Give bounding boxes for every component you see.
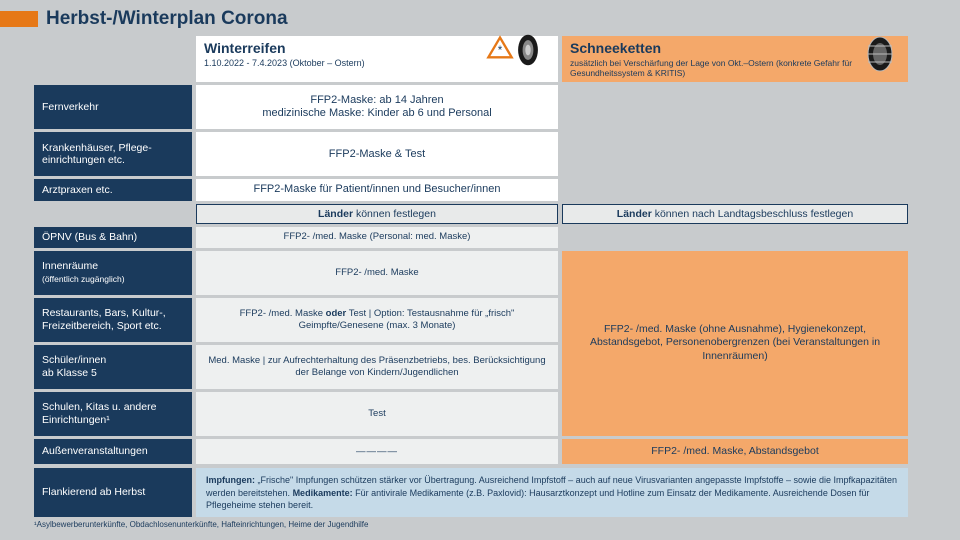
- page-title: Herbst-/Winterplan Corona: [46, 8, 288, 30]
- label-schulen: Schulen, Kitas u. andere Einrichtungen¹: [34, 392, 192, 436]
- cell-aussen: ————: [196, 439, 558, 465]
- flank-row: Flankierend ab Herbst Impfungen: „Frisch…: [34, 468, 944, 516]
- label-fernverkehr: Fernverkehr: [34, 85, 192, 129]
- label-innen: Innenräume(öffentlich zugänglich): [34, 251, 192, 295]
- cell-innen: FFP2- /med. Maske: [196, 251, 558, 295]
- chain-tire-icon: [860, 34, 900, 74]
- header-schnee-title: Schneeketten: [570, 40, 900, 56]
- title-accent: [0, 11, 38, 27]
- tire-icon: [510, 32, 546, 68]
- cell-schnee-block: FFP2- /med. Maske (ohne Ausnahme), Hygie…: [562, 251, 908, 436]
- label-schuler: Schüler/innen ab Klasse 5: [34, 345, 192, 389]
- header-winterreifen: Winterreifen 1.10.2022 - 7.4.2023 (Oktob…: [196, 36, 558, 82]
- cell-schulen: Test: [196, 392, 558, 436]
- label-flank: Flankierend ab Herbst: [34, 468, 192, 516]
- header-schnee-sub: zusätzlich bei Verschärfung der Lage von…: [570, 58, 900, 78]
- cell-fernverkehr: FFP2-Maske: ab 14 Jahren medizinische Ma…: [196, 85, 558, 129]
- subheader-schnee: Länder können nach Landtagsbeschluss fes…: [562, 204, 908, 224]
- label-rest: Restaurants, Bars, Kultur-, Freizeitbere…: [34, 298, 192, 342]
- cell-kranken: FFP2-Maske & Test: [196, 132, 558, 176]
- label-opnv: ÖPNV (Bus & Bahn): [34, 227, 192, 248]
- subheader-winter: Länder können festlegen: [196, 204, 558, 224]
- label-kranken: Krankenhäuser, Pflege-einrichtungen etc.: [34, 132, 192, 176]
- cell-schnee-aussen: FFP2- /med. Maske, Abstandsgebot: [562, 439, 908, 465]
- header-schneeketten: Schneeketten zusätzlich bei Verschärfung…: [562, 36, 908, 82]
- main-grid: Winterreifen 1.10.2022 - 7.4.2023 (Oktob…: [34, 36, 944, 464]
- page: Herbst-/Winterplan Corona Winterreifen 1…: [0, 0, 960, 535]
- cell-opnv: FFP2- /med. Maske (Personal: med. Maske): [196, 227, 558, 248]
- cell-flank: Impfungen: „Frische" Impfungen schützen …: [196, 468, 908, 516]
- svg-text:*: *: [498, 44, 503, 57]
- label-aussen: Außenveranstaltungen: [34, 439, 192, 465]
- cell-rest: FFP2- /med. Maske oder Test | Option: Te…: [196, 298, 558, 342]
- cell-arzt: FFP2-Maske für Patient/innen und Besuche…: [196, 179, 558, 201]
- cell-schuler: Med. Maske | zur Aufrechterhaltung des P…: [196, 345, 558, 389]
- title-bar: Herbst-/Winterplan Corona: [0, 8, 944, 30]
- label-arzt: Arztpraxen etc.: [34, 179, 192, 201]
- footnote: ¹Asylbewerberunterkünfte, Obdachlosenunt…: [34, 520, 944, 529]
